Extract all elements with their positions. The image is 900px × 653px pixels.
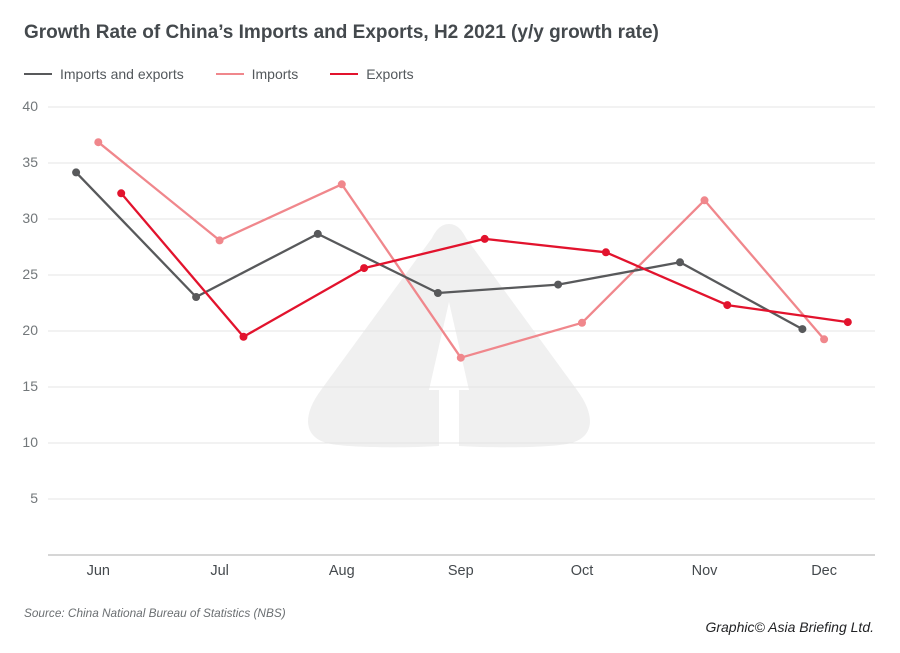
svg-text:40: 40 [22, 98, 38, 114]
svg-text:25: 25 [22, 266, 38, 282]
svg-text:Jun: Jun [87, 563, 110, 579]
svg-text:15: 15 [22, 378, 38, 394]
svg-text:Sep: Sep [448, 563, 474, 579]
svg-text:35: 35 [22, 154, 38, 170]
svg-text:5: 5 [30, 490, 38, 506]
svg-text:Jul: Jul [210, 563, 229, 579]
svg-text:10: 10 [22, 434, 38, 450]
svg-text:Nov: Nov [692, 563, 719, 579]
svg-text:Aug: Aug [329, 563, 355, 579]
svg-text:Oct: Oct [571, 563, 594, 579]
svg-text:20: 20 [22, 322, 38, 338]
svg-text:Dec: Dec [811, 563, 837, 579]
svg-text:30: 30 [22, 210, 38, 226]
